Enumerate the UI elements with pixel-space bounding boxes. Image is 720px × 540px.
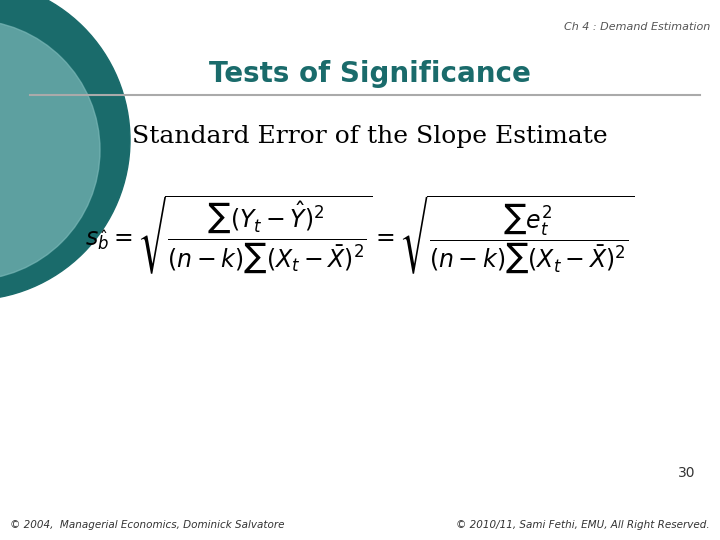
Circle shape [0, 20, 100, 280]
Text: Standard Error of the Slope Estimate: Standard Error of the Slope Estimate [132, 125, 608, 148]
Text: $s_{\hat{b}} = \sqrt{\dfrac{\sum(Y_t - \hat{Y})^2}{(n-k)\sum(X_t - \bar{X})^2}} : $s_{\hat{b}} = \sqrt{\dfrac{\sum(Y_t - \… [86, 193, 634, 276]
Circle shape [0, 0, 130, 300]
Text: Ch 4 : Demand Estimation: Ch 4 : Demand Estimation [564, 22, 710, 32]
Text: Tests of Significance: Tests of Significance [209, 60, 531, 88]
Text: 30: 30 [678, 466, 695, 480]
Text: © 2010/11, Sami Fethi, EMU, All Right Reserved.: © 2010/11, Sami Fethi, EMU, All Right Re… [456, 520, 710, 530]
Text: © 2004,  Managerial Economics, Dominick Salvatore: © 2004, Managerial Economics, Dominick S… [10, 520, 284, 530]
